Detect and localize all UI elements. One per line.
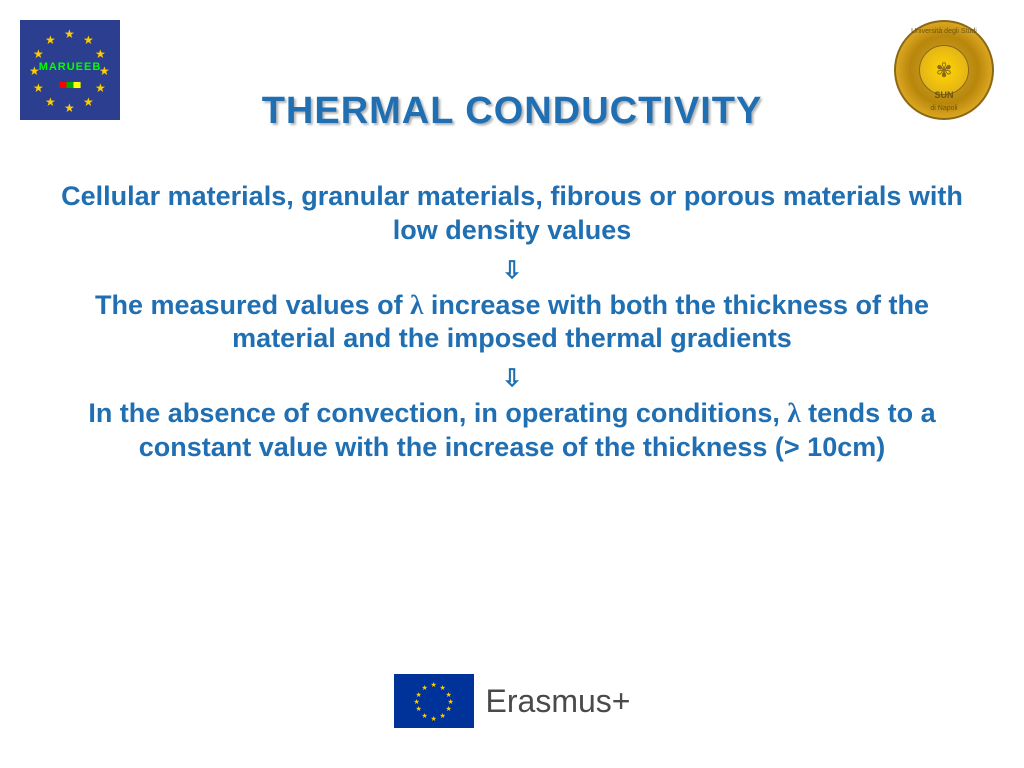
paragraph-3: In the absence of convection, in operati… <box>50 397 974 465</box>
seal-flower-icon: ✾ <box>919 45 969 95</box>
slide-title: THERMAL CONDUCTIVITY <box>0 90 1024 133</box>
footer: ★ ★ ★ ★ ★ ★ ★ ★ ★ ★ ★ ★ Erasmus+ <box>0 674 1024 728</box>
marueeb-label: MARUEEB <box>25 61 115 73</box>
slide-content: Cellular materials, granular materials, … <box>50 180 974 473</box>
eu-flag-icon: ★ ★ ★ ★ ★ ★ ★ ★ ★ ★ ★ ★ <box>394 674 474 728</box>
lambda-symbol: λ <box>787 398 800 428</box>
down-arrow-icon: ⇩ <box>50 256 974 285</box>
erasmus-label: Erasmus+ <box>486 683 631 720</box>
seal-top-text: Università degli Studi <box>896 28 992 35</box>
paragraph-1: Cellular materials, granular materials, … <box>50 180 974 248</box>
paragraph-2: The measured values of λ increase with b… <box>50 289 974 357</box>
down-arrow-icon: ⇩ <box>50 364 974 393</box>
lambda-symbol: λ <box>410 290 423 320</box>
marueeb-books-icon: ▄▄▄ <box>25 77 115 88</box>
